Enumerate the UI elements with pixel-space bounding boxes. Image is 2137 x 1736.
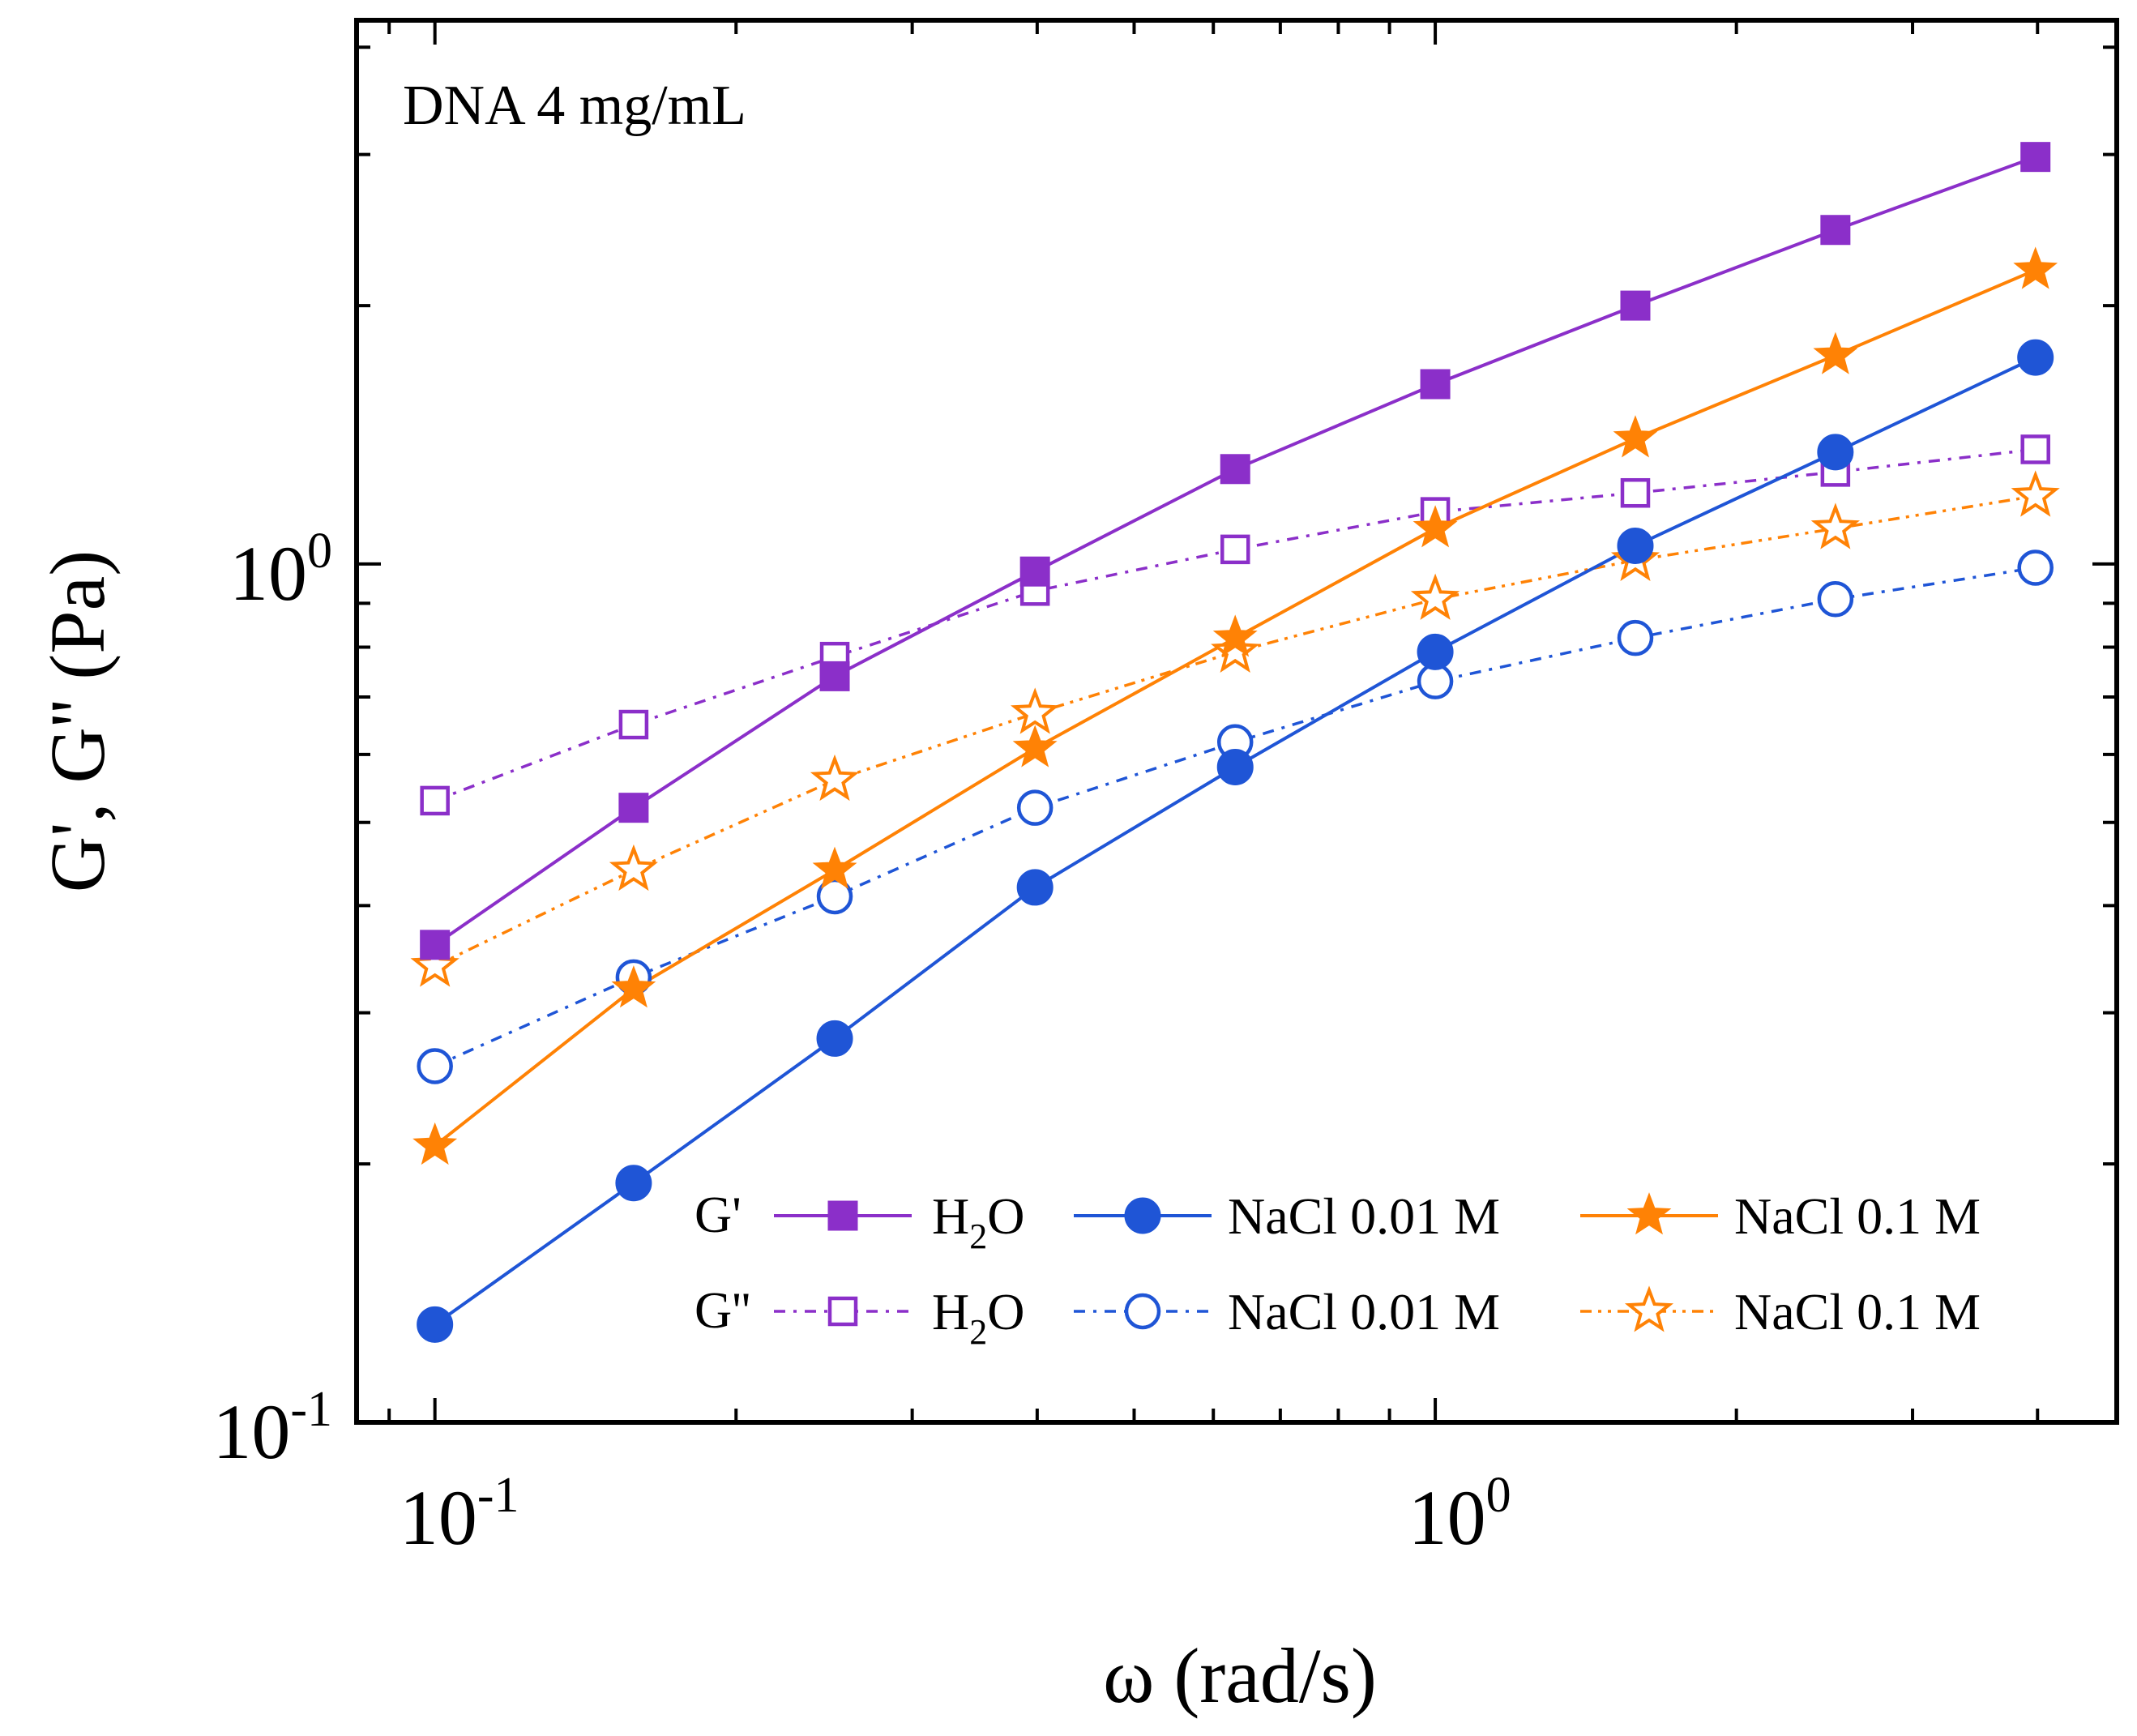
legend-label: NaCl 0.1 M <box>1734 1187 1981 1245</box>
data-point <box>410 940 459 987</box>
data-point <box>1817 434 1854 471</box>
data-point <box>618 709 649 740</box>
data-point <box>2011 470 2060 517</box>
data-point <box>1220 534 1250 565</box>
y-axis-label: G', G'' (Pa) <box>34 550 121 892</box>
legend-row-label: G'' <box>695 1281 750 1339</box>
plot-frame <box>354 18 2119 1425</box>
data-point <box>611 965 656 1008</box>
data-point <box>1620 477 1651 508</box>
legend-marker <box>827 1296 858 1327</box>
data-point <box>615 1165 652 1202</box>
chart-annotation: DNA 4 mg/mL <box>403 75 746 137</box>
legend-label: NaCl 0.1 M <box>1734 1283 1981 1340</box>
data-point <box>1810 502 1860 549</box>
x-tick-label: 100 <box>1408 1468 1511 1561</box>
legend-marker <box>827 1200 858 1231</box>
legend-marker <box>1124 1293 1161 1330</box>
y-tick-label: 10-1 <box>212 1382 332 1475</box>
data-point <box>609 844 658 892</box>
data-point <box>1012 725 1058 768</box>
legend-label: H2O <box>932 1283 1024 1352</box>
y-tick-labels: 10-1 100 <box>212 524 332 1475</box>
series-line <box>434 268 2037 1148</box>
data-point <box>1016 789 1054 826</box>
data-point <box>1211 626 1260 673</box>
data-point <box>816 878 853 915</box>
data-point <box>1417 633 1454 670</box>
legend-marker <box>1624 1285 1674 1332</box>
data-point <box>2017 549 2054 586</box>
data-point <box>1613 415 1658 458</box>
data-point <box>1820 215 1851 246</box>
x-tick-label: 10-1 <box>400 1468 519 1561</box>
data-point <box>618 793 649 823</box>
data-point <box>1413 505 1458 548</box>
data-point <box>1420 369 1451 400</box>
data-point <box>1216 748 1254 785</box>
data-point <box>417 1048 453 1084</box>
series-line <box>434 356 2037 1326</box>
x-tick-labels: 10-1 100 <box>400 1468 1511 1561</box>
data-point <box>816 1020 853 1057</box>
x-axis-label: ω (rad/s) <box>1103 1632 1377 1719</box>
data-point <box>819 661 850 691</box>
data-point <box>412 1122 458 1165</box>
data-point <box>2013 246 2058 289</box>
data-point <box>812 846 857 889</box>
data-point <box>1016 869 1054 906</box>
data-point <box>1620 290 1651 321</box>
data-point <box>1617 527 1654 564</box>
legend-label: NaCl 0.01 M <box>1228 1283 1500 1340</box>
data-point <box>1011 687 1060 734</box>
data-point <box>420 930 451 960</box>
data-point <box>1817 581 1854 618</box>
data-point <box>1617 619 1654 656</box>
data-point <box>810 754 860 802</box>
series-markers <box>410 142 2060 1343</box>
data-point <box>2020 434 2050 464</box>
legend-label: NaCl 0.01 M <box>1228 1187 1500 1245</box>
legend-marker <box>1626 1192 1672 1235</box>
data-point <box>417 1306 454 1343</box>
data-point <box>2017 339 2054 376</box>
data-point <box>2020 142 2051 173</box>
data-point <box>1410 573 1460 620</box>
legend-label: H2O <box>932 1187 1024 1256</box>
data-point <box>1220 454 1250 485</box>
data-point <box>1813 331 1858 374</box>
legend-row-label: G' <box>695 1186 742 1243</box>
legend: G' H2O NaCl 0.01 M NaCl 0.1 M G'' H2O NaCl 0.0… <box>695 1186 1981 1352</box>
data-point <box>420 785 450 816</box>
data-point <box>1019 556 1050 587</box>
data-point <box>1212 614 1258 657</box>
legend-marker <box>1124 1197 1161 1234</box>
y-tick-label: 100 <box>229 524 332 617</box>
